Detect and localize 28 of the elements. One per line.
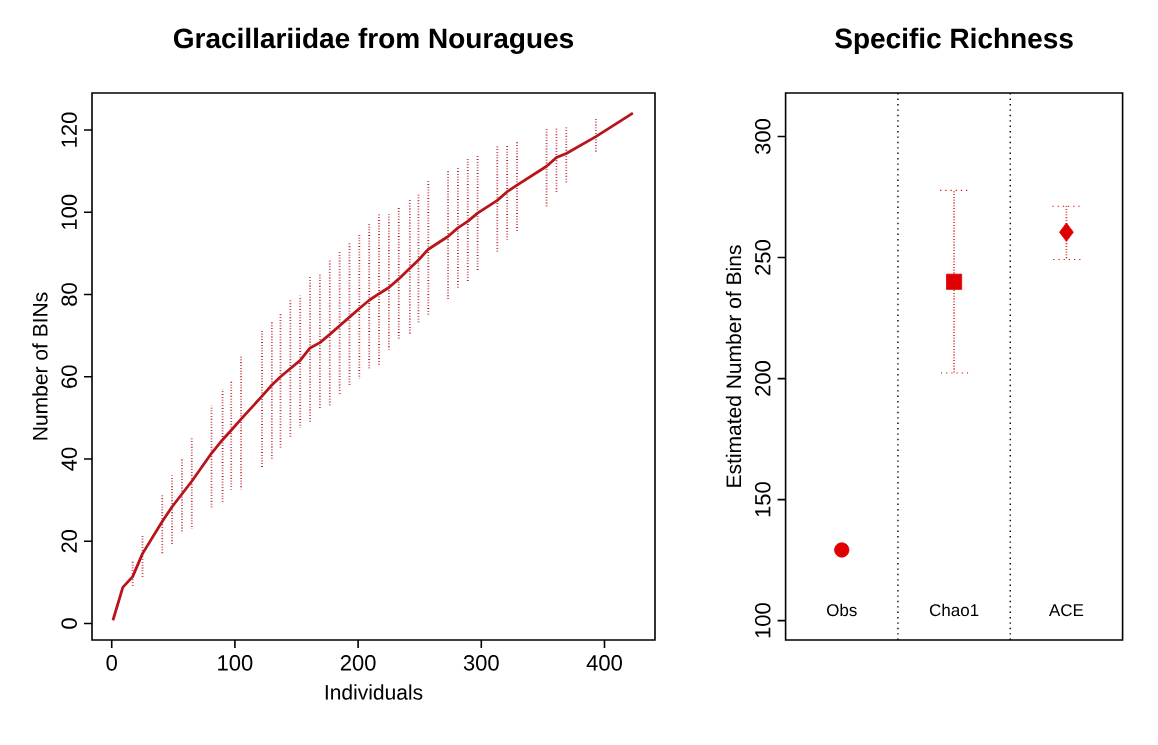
y-tick-label: 120 [61,112,77,147]
y-tick-label: 40 [61,447,77,471]
x-tick-label: ACE [1048,604,1084,617]
chart-title: Gracillariidae from Nouragues [173,27,574,54]
x-tick-label: 0 [106,655,117,671]
x-tick-label: 400 [586,655,622,671]
line-series [111,111,635,622]
point [946,273,963,290]
point [1059,222,1074,242]
y-axis-title: Estimated Number of Bins [725,245,742,487]
y-tick-label: 0 [61,618,77,629]
x-tick-label: Chao1 [929,603,979,617]
point [834,542,850,558]
x-tick-label: 300 [463,655,499,671]
x-axis-title: Individuals [325,684,423,700]
y-tick-label: 150 [754,482,771,517]
chart-title: Specific Richness [835,27,1073,54]
y-tick-label: 20 [61,529,77,553]
y-tick-label: 300 [754,119,771,155]
y-tick-label: 80 [61,283,77,306]
y-tick-label: 100 [61,194,77,229]
x-tick-label: 200 [340,655,376,671]
y-axis-title: Number of BINs [32,292,48,440]
x-tick-label: Obs [826,603,857,617]
x-tick-label: 100 [218,655,253,671]
y-tick-label: 60 [61,365,77,388]
y-tick-label: 250 [754,240,771,275]
y-tick-label: 200 [754,361,771,396]
